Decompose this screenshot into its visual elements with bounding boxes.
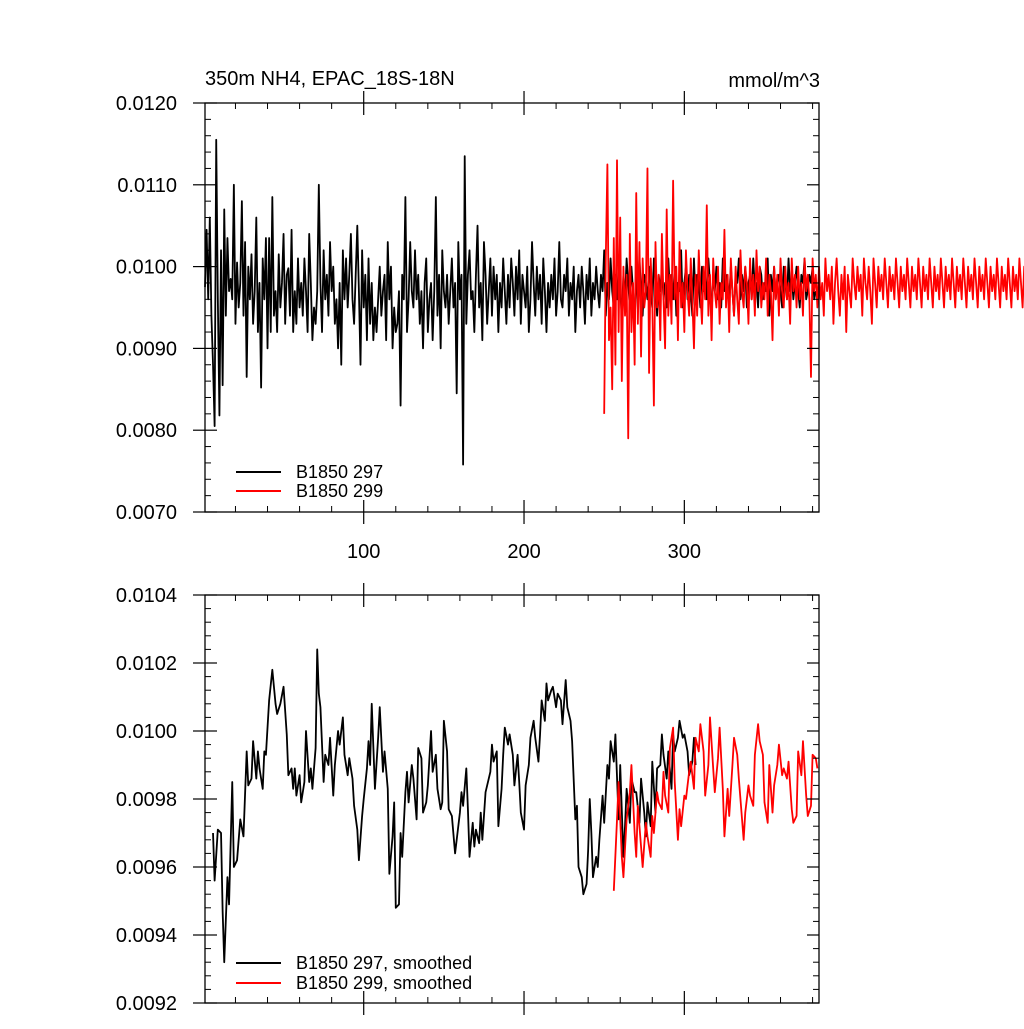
bottom-legend: B1850 297, smoothed B1850 299, smoothed (236, 953, 472, 993)
bottom-y-tick-label: 0.0098 (116, 789, 177, 811)
top-x-tick-label: 300 (668, 541, 701, 563)
bottom-panel: 0.0092 0.0094 0.0096 0.0098 0.0100 0.0102 0.01… (116, 583, 820, 1015)
bottom-y-tick-label: 0.0102 (116, 653, 177, 675)
top-panel-units: mmol/m^3 (728, 70, 820, 92)
legend-label-b1850-297-smoothed: B1850 297, smoothed (296, 953, 472, 973)
top-panel-title: 350m NH4, EPAC_18S-18N (205, 68, 455, 90)
legend-label-b1850-299-smoothed: B1850 299, smoothed (296, 973, 472, 993)
top-series-line-b1850-297 (204, 138, 817, 466)
top-panel: 350m NH4, EPAC_18S-18N mmol/m^3 0.00700.… (116, 68, 1024, 563)
legend-label-b1850-299: B1850 299 (296, 481, 383, 501)
top-y-tick-label: 0.0120 (116, 93, 177, 115)
top-legend: B1850 297 B1850 299 (236, 462, 383, 501)
bottom-y-tick-label: 0.0104 (116, 585, 177, 607)
bottom-series-line-b1850-297 (212, 648, 697, 964)
bottom-axes-frame: 0.0092 0.0094 0.0096 0.0098 0.0100 0.0102 0.01… (116, 583, 820, 1015)
top-series-line-b1850-299 (603, 159, 1024, 440)
bottom-series-group (212, 648, 819, 964)
legend-label-b1850-297: B1850 297 (296, 462, 383, 482)
top-x-tick-label: 100 (347, 541, 380, 563)
bottom-series-line-b1850-299 (612, 716, 819, 891)
bottom-y-tick-label: 0.0100 (116, 721, 177, 743)
bottom-y-tick-label: 0.0096 (116, 857, 177, 879)
top-axes-box (204, 102, 820, 513)
bottom-y-tick-label: 0.0092 (116, 993, 177, 1015)
top-y-tick-label: 0.0080 (116, 420, 177, 442)
top-x-tick-label: 200 (507, 541, 540, 563)
top-y-tick-label: 0.0090 (116, 338, 177, 360)
top-series-group (204, 138, 1024, 466)
top-y-tick-label: 0.0100 (116, 257, 177, 279)
top-y-tick-label: 0.0070 (116, 502, 177, 524)
top-y-tick-label: 0.0110 (117, 175, 177, 197)
bottom-y-tick-label: 0.0094 (116, 925, 177, 947)
top-axes-frame: 0.0070 0.0080 0.0090 0.0100 0.0110 0.0120 100 2… (116, 91, 820, 563)
